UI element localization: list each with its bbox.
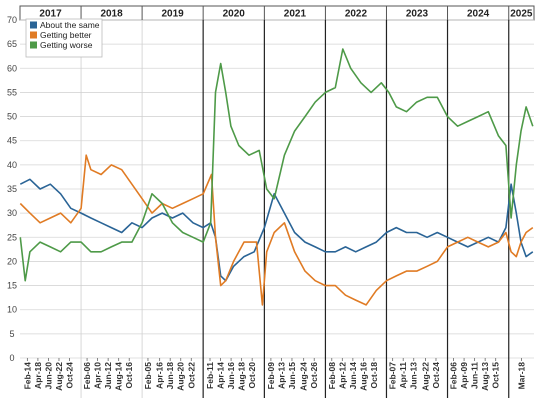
x-tick-label: Feb-08: [327, 362, 337, 390]
x-tick-label: Oct-15: [491, 362, 501, 389]
series-lines: [19, 48, 534, 306]
series-line-getting-better: [19, 154, 534, 306]
y-tick-label: 10: [7, 305, 17, 315]
x-tick-label: Oct-24: [65, 362, 75, 389]
year-label: 2022: [345, 9, 368, 20]
y-tick-label: 65: [7, 39, 17, 49]
y-tick-label: 35: [7, 184, 17, 194]
y-tick-label: 0: [9, 353, 14, 363]
legend-box: [25, 18, 103, 58]
series-line-about-the-same: [19, 178, 534, 282]
x-tick-label: Apr-14: [216, 362, 226, 389]
legend-swatch: [30, 41, 37, 49]
legend-swatch: [30, 21, 37, 29]
x-tick-label: Apr-10: [93, 362, 103, 389]
x-tick-label: Apr-16: [155, 362, 165, 389]
x-tick-label: Jun-12: [103, 362, 113, 390]
gridlines: [20, 19, 534, 359]
x-tick-label: Aug-18: [237, 362, 247, 391]
series-line-getting-worse: [19, 48, 534, 282]
y-tick-label: 55: [7, 87, 17, 97]
x-tick-label: Aug-13: [480, 362, 490, 391]
x-tick-label: Aug-24: [299, 362, 309, 391]
y-tick-label: 30: [7, 208, 17, 218]
x-tick-label: Jun-13: [409, 362, 419, 390]
x-tick-label: Feb-06: [82, 362, 92, 390]
x-tick-label: Aug-14: [114, 362, 124, 391]
y-axis: 0 5 10 15 20 25 30 35 40 45 50 55 60 65 70: [7, 15, 17, 363]
x-tick-label: Apr-09: [459, 362, 469, 389]
legend-label: Getting better: [40, 30, 92, 40]
year-label: 2024: [467, 9, 490, 20]
x-tick-label: Aug-22: [54, 362, 64, 391]
x-tick-label: Feb-09: [266, 362, 276, 390]
y-tick-label: 45: [7, 136, 17, 146]
x-tick-label: Apr-11: [398, 362, 408, 389]
x-tick-label: Oct-18: [369, 362, 379, 389]
year-label: 2017: [39, 9, 62, 20]
year-label: 2023: [406, 9, 429, 20]
year-label: 2018: [100, 9, 123, 20]
y-tick-label: 5: [9, 329, 14, 339]
x-tick-label: Oct-16: [124, 362, 134, 389]
x-tick-label: Oct-22: [186, 362, 196, 389]
x-tick-label: Feb-05: [143, 362, 153, 390]
x-tick-label: Feb-06: [449, 362, 459, 390]
x-tick-label: Jun-20: [43, 362, 53, 390]
x-tick-label: Feb-14: [22, 362, 32, 390]
x-tick-label: Apr-12: [337, 362, 347, 389]
x-tick-label: Jun-14: [348, 362, 358, 390]
x-tick-label: Mar-18: [516, 362, 526, 390]
x-axis: Feb-14 Apr-18 Jun-20 Aug-22 Oct-24 Feb-06 Apr-…: [22, 358, 526, 391]
y-tick-label: 25: [7, 232, 17, 242]
year-label: 2020: [223, 9, 246, 20]
x-tick-label: Aug-22: [420, 362, 430, 391]
y-tick-label: 60: [7, 63, 17, 73]
y-tick-label: 15: [7, 281, 17, 291]
x-tick-label: Aug-16: [358, 362, 368, 391]
legend-swatch: [30, 31, 37, 39]
x-tick-label: Oct-26: [309, 362, 319, 389]
x-tick-label: Jun-11: [470, 362, 480, 389]
year-header-band: [19, 5, 535, 21]
y-tick-label: 50: [7, 112, 17, 122]
x-tick-label: Feb-11: [205, 362, 215, 389]
legend-label: About the same: [40, 20, 100, 30]
x-tick-label: Jun-16: [226, 362, 236, 390]
y-tick-label: 40: [7, 160, 17, 170]
x-tick-label: Aug-20: [176, 362, 186, 391]
legend-label: Getting worse: [40, 40, 93, 50]
x-tick-label: Feb-07: [388, 362, 398, 390]
x-tick-label: Oct-20: [247, 362, 257, 389]
x-tick-label: Jun-15: [287, 362, 297, 390]
y-tick-label: 20: [7, 256, 17, 266]
year-label: 2021: [284, 9, 307, 20]
x-tick-label: Jun-18: [165, 362, 175, 390]
x-tick-label: Apr-13: [276, 362, 286, 389]
year-label: 2019: [162, 9, 185, 20]
year-header: 2017 2018 2019 2020 2021 2022 2023 2024 2025: [19, 5, 535, 21]
y-tick-label: 70: [7, 15, 17, 25]
x-tick-label: Oct-24: [431, 362, 441, 389]
year-label: 2025: [510, 9, 533, 20]
x-tick-label: Apr-18: [33, 362, 43, 389]
